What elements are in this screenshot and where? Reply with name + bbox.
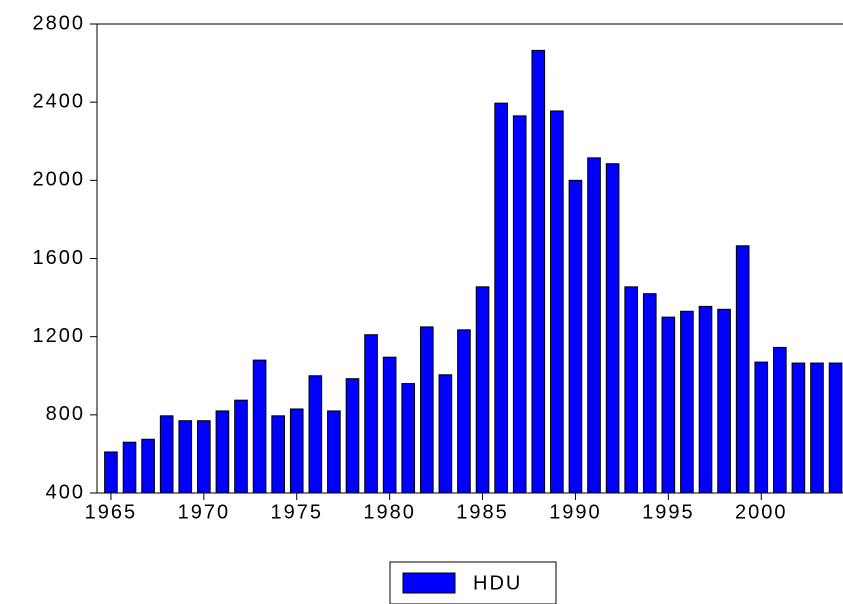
- bar: [289, 408, 304, 494]
- bar: [159, 415, 174, 494]
- bar: [475, 286, 490, 494]
- bar: [252, 359, 267, 494]
- x-tick-label: 1965: [85, 501, 138, 523]
- legend-label: HDU: [473, 572, 522, 594]
- x-tick-label: 1995: [642, 501, 695, 523]
- x-tick-label: 1990: [549, 501, 602, 523]
- bar: [587, 157, 601, 494]
- bar: [624, 286, 639, 494]
- x-tick-label: 1980: [363, 501, 416, 523]
- bar: [791, 362, 806, 494]
- bar: [197, 420, 211, 494]
- bar: [401, 383, 416, 494]
- bar: [605, 163, 620, 494]
- bar: [568, 179, 583, 494]
- bar: [531, 49, 546, 494]
- bar: [141, 438, 155, 494]
- bar: [327, 410, 341, 494]
- bar: [661, 316, 676, 494]
- y-tick-label: 2000: [33, 169, 86, 191]
- bar: [717, 308, 731, 494]
- legend-swatch: [402, 572, 456, 594]
- y-tick-label: 400: [46, 481, 85, 503]
- bar: [104, 451, 118, 494]
- x-tick-label: 1975: [270, 501, 323, 523]
- bar: [810, 362, 824, 494]
- bar: [419, 326, 434, 494]
- x-tick-label: 1985: [456, 501, 509, 523]
- bar: [271, 415, 285, 494]
- y-tick-label: 1600: [33, 247, 86, 269]
- bar: [345, 378, 360, 494]
- bar: [735, 245, 750, 494]
- bar: [754, 361, 769, 494]
- bar: [234, 399, 248, 494]
- bar: [698, 305, 713, 494]
- bar: [550, 110, 564, 494]
- bar: [122, 441, 137, 494]
- bar: [438, 374, 453, 494]
- bar: [773, 346, 787, 494]
- bar: [364, 334, 378, 494]
- x-tick-label: 2000: [735, 501, 788, 523]
- bar: [178, 420, 193, 494]
- y-tick-label: 2800: [33, 12, 86, 34]
- bar: [828, 362, 843, 494]
- bar: [512, 115, 527, 494]
- y-tick-label: 2400: [33, 90, 86, 112]
- bar: [494, 102, 508, 494]
- bar: [642, 293, 657, 494]
- bar: [457, 329, 471, 494]
- x-tick-label: 1970: [178, 501, 231, 523]
- bar: [680, 310, 694, 494]
- bar: [215, 410, 230, 494]
- bar: [308, 375, 323, 494]
- y-tick-label: 1200: [33, 325, 86, 347]
- y-tick-label: 800: [46, 403, 85, 425]
- bar: [382, 356, 397, 494]
